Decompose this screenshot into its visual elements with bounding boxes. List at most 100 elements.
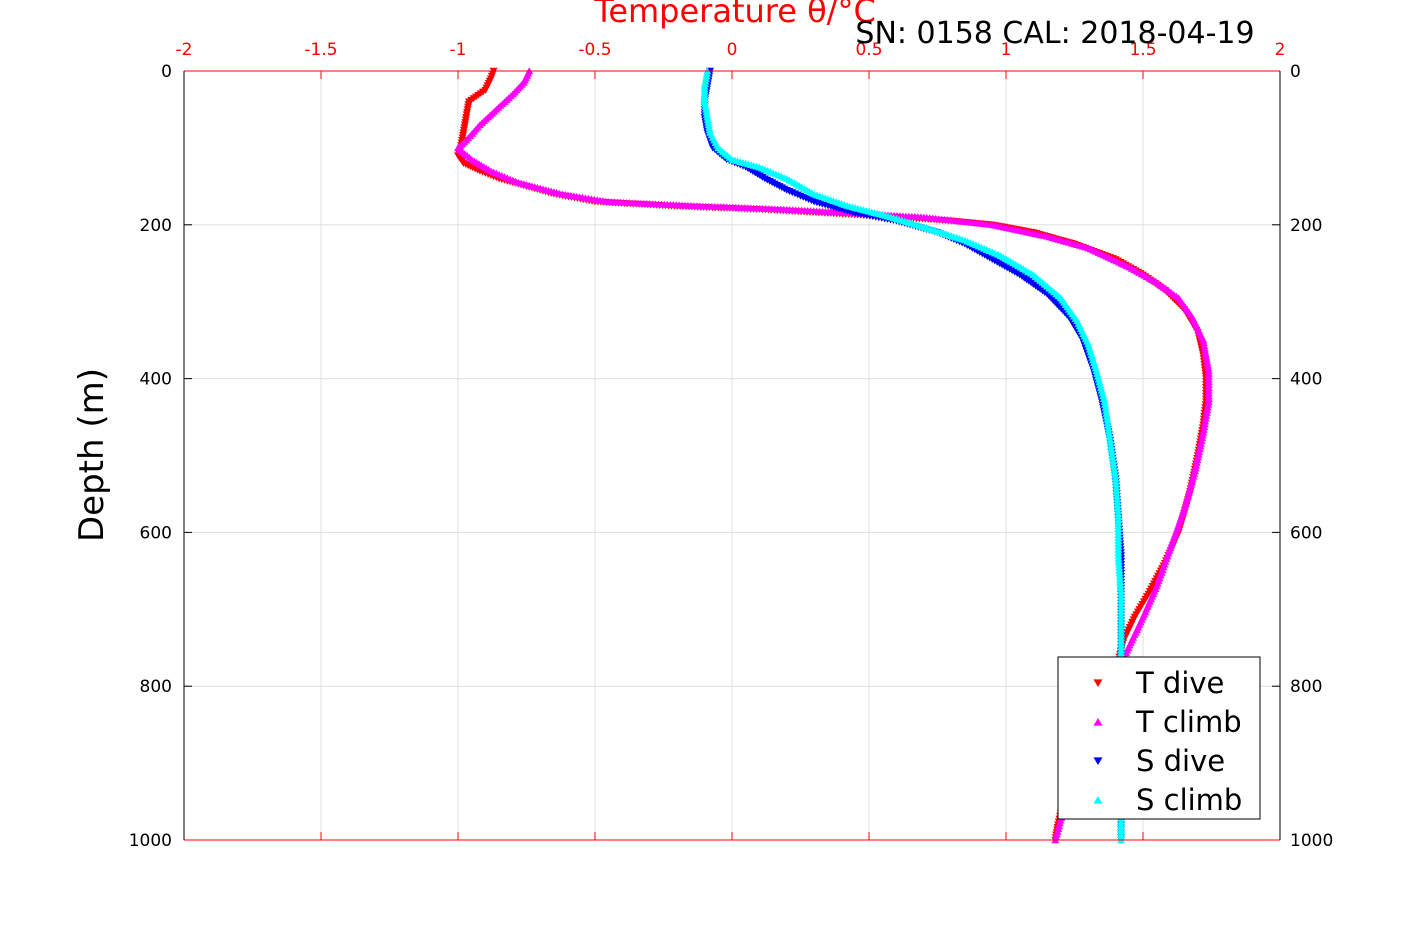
data-point	[1191, 464, 1200, 472]
y-tick-label-left: 1000	[129, 831, 172, 851]
data-point	[1106, 442, 1115, 450]
y-tick-label-right: 0	[1290, 62, 1301, 82]
chart-title: Temperature θ/°C	[593, 0, 876, 30]
data-point	[1107, 448, 1116, 456]
data-point	[1105, 430, 1114, 438]
data-point	[1203, 361, 1212, 369]
legend-box	[1057, 656, 1261, 820]
x-tick-label: 0	[727, 40, 738, 60]
x-tick-label: 1	[1001, 40, 1012, 60]
data-point	[1202, 353, 1211, 361]
data-point	[1104, 424, 1113, 432]
data-point	[1193, 453, 1202, 461]
data-point	[1204, 364, 1213, 372]
data-point	[1201, 350, 1210, 358]
data-point	[1204, 400, 1213, 408]
data-point	[1101, 403, 1110, 411]
series-s-climb	[700, 67, 1126, 844]
y-tick-label-left: 200	[140, 216, 172, 236]
y-tick-label-right: 800	[1290, 677, 1322, 697]
x-tick-label: 2	[1275, 40, 1286, 60]
data-point	[1198, 434, 1207, 442]
data-point	[1193, 456, 1202, 464]
chart-subtitle: SN: 0158 CAL: 2018-04-19	[855, 16, 1254, 51]
data-point	[1103, 415, 1112, 423]
data-point	[1106, 436, 1115, 444]
data-point	[1106, 439, 1115, 447]
data-point	[1104, 421, 1113, 429]
data-point	[1199, 428, 1208, 436]
data-point	[1192, 461, 1201, 469]
x-tick-label: -0.5	[578, 40, 611, 60]
data-point	[1202, 412, 1211, 419]
data-point	[1111, 472, 1120, 479]
legend-label: T climb	[1135, 705, 1242, 739]
data-point	[1200, 423, 1209, 431]
data-point	[1199, 426, 1208, 433]
data-point	[1195, 448, 1204, 455]
data-point	[1102, 409, 1111, 417]
data-point	[1110, 469, 1119, 476]
x-tick-label: 1.5	[1129, 40, 1156, 60]
y-axis-label: Depth (m)	[72, 368, 112, 542]
data-point	[1203, 403, 1212, 411]
data-point	[1204, 398, 1213, 405]
axes	[183, 70, 1281, 841]
data-point	[1103, 418, 1112, 426]
legend: T dive T climb S dive S climb	[1057, 656, 1261, 820]
data-point	[1197, 437, 1206, 444]
data-point	[1200, 342, 1209, 349]
data-point	[1198, 431, 1207, 439]
legend-marker	[1093, 795, 1103, 804]
x-tick-label: -2	[176, 40, 193, 60]
data-point	[1201, 417, 1210, 425]
legend-label: T dive	[1135, 666, 1224, 700]
data-point	[1201, 414, 1210, 422]
data-point	[1109, 463, 1118, 470]
y-tick-label-right: 1000	[1290, 831, 1333, 851]
data-point	[1109, 460, 1118, 467]
y-tick-label-right: 200	[1290, 216, 1322, 236]
data-point	[1202, 409, 1211, 417]
data-point	[1203, 406, 1212, 414]
legend-marker	[1093, 757, 1103, 766]
y-tick-label-left: 0	[161, 62, 172, 82]
x-tick-label: 0.5	[855, 40, 882, 60]
data-point	[1110, 466, 1119, 473]
y-tick-label-right: 600	[1290, 523, 1322, 543]
data-point	[1101, 401, 1110, 408]
data-point	[1109, 457, 1118, 465]
y-tick-label-left: 600	[140, 523, 172, 543]
legend-marker	[1093, 717, 1103, 726]
data-point	[1199, 336, 1208, 344]
data-point	[1194, 450, 1203, 458]
data-point	[1195, 445, 1204, 453]
data-point	[1108, 454, 1117, 462]
data-point	[1199, 339, 1208, 347]
legend-label: S dive	[1136, 744, 1225, 778]
data-point	[1202, 356, 1211, 363]
data-point	[1100, 398, 1109, 405]
legend-label: S climb	[1136, 783, 1242, 817]
legend-marker	[1093, 679, 1103, 688]
data-point	[1196, 442, 1205, 450]
data-point	[1196, 439, 1205, 447]
data-point	[1201, 347, 1210, 355]
data-point	[1108, 451, 1117, 459]
data-point	[1192, 459, 1201, 466]
data-point	[1107, 445, 1116, 453]
data-point	[1101, 406, 1110, 414]
data-point	[1200, 420, 1209, 428]
y-tick-label-left: 800	[140, 677, 172, 697]
data-point	[1104, 427, 1113, 435]
x-tick-label: -1	[450, 40, 467, 60]
y-tick-label-right: 400	[1290, 370, 1322, 390]
data-point	[1200, 344, 1209, 352]
data-point	[1203, 358, 1212, 366]
data-point	[1105, 433, 1114, 441]
y-tick-label-left: 400	[140, 370, 172, 390]
x-tick-label: -1.5	[304, 40, 337, 60]
data-point	[1102, 412, 1111, 420]
